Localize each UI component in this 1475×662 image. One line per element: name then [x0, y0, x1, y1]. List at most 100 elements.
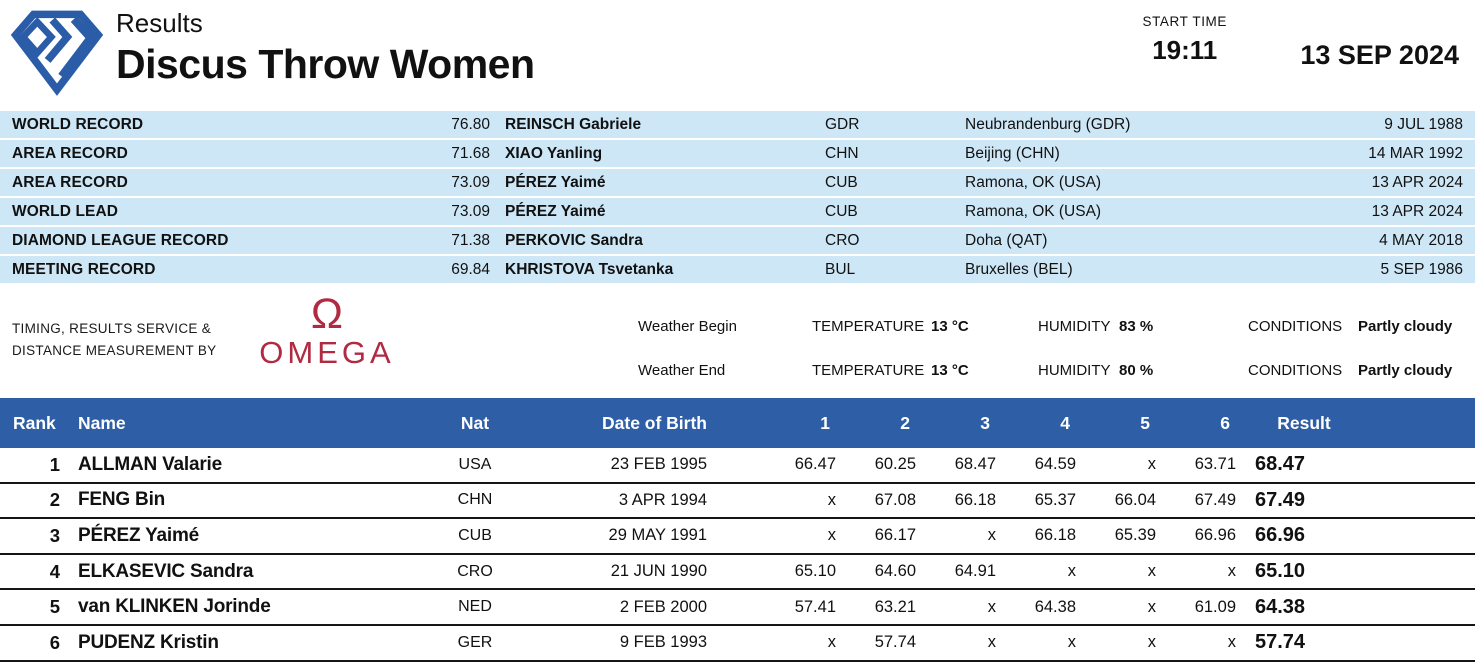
record-date: 4 MAY 2018: [1379, 231, 1463, 249]
attempt-1-cell: 65.10: [794, 562, 836, 581]
record-label: WORLD LEAD: [12, 202, 119, 220]
record-label: AREA RECORD: [12, 144, 128, 162]
record-mark: 69.84: [451, 260, 490, 278]
record-athlete: XIAO Yanling: [505, 144, 603, 162]
athlete-name-cell: van KLINKEN Jorinde: [78, 596, 271, 618]
conditions-label: CONDITIONS: [1248, 361, 1343, 379]
sponsor-caption-line2: DISTANCE MEASUREMENT BY: [12, 343, 217, 359]
result-cell: 66.96: [1255, 524, 1306, 547]
record-mark: 71.38: [451, 231, 490, 249]
rank-cell: 1: [49, 453, 60, 475]
attempt-3-cell: x: [987, 597, 996, 616]
column-header-name: Name: [78, 412, 126, 433]
table-row: 2 FENG Bin CHN 3 APR 1994 x 67.08 66.18 …: [0, 484, 1475, 520]
attempt-1-cell: 57.41: [794, 597, 836, 616]
date-of-birth-cell: 21 JUN 1990: [610, 562, 707, 581]
athlete-name-cell: PÉREZ Yaimé: [78, 524, 200, 546]
record-label: MEETING RECORD: [12, 260, 156, 278]
attempt-6-cell: 67.49: [1194, 490, 1236, 509]
record-nationality: CUB: [825, 202, 858, 220]
attempt-1-cell: x: [827, 526, 836, 545]
humidity-label: HUMIDITY: [1038, 317, 1111, 335]
start-time-block: START TIME 19:11: [1142, 14, 1227, 66]
attempt-3-cell: 66.18: [954, 490, 996, 509]
omega-wordmark: OMEGA: [259, 335, 395, 370]
record-athlete: PÉREZ Yaimé: [505, 202, 606, 220]
start-time-value: 19:11: [1152, 35, 1218, 65]
date-of-birth-cell: 9 FEB 1993: [619, 633, 707, 652]
table-row: 6 PUDENZ Kristin GER 9 FEB 1993 x 57.74 …: [0, 626, 1475, 662]
column-header-rank: Rank: [13, 412, 56, 433]
record-label: AREA RECORD: [12, 173, 128, 191]
attempt-2-cell: 57.74: [874, 633, 916, 652]
attempt-4-cell: 64.38: [1034, 597, 1076, 616]
result-cell: 64.38: [1255, 595, 1306, 618]
weather-block: Weather Begin TEMPERATURE 13 °C HUMIDITY…: [638, 304, 1463, 392]
result-cell: 68.47: [1255, 453, 1306, 476]
diamond-league-logo-icon: [10, 8, 104, 101]
attempt-4-cell: x: [1067, 633, 1076, 652]
record-venue: Doha (QAT): [965, 231, 1048, 249]
weather-row-begin: Weather Begin TEMPERATURE 13 °C HUMIDITY…: [638, 304, 1463, 348]
results-table-body: 1 ALLMAN Valarie USA 23 FEB 1995 66.47 6…: [0, 448, 1475, 662]
record-venue: Beijing (CHN): [965, 144, 1060, 162]
record-athlete: PERKOVIC Sandra: [505, 231, 643, 249]
record-nationality: CUB: [825, 173, 858, 191]
omega-logo: Ω OMEGA: [238, 290, 416, 370]
attempt-2-cell: 60.25: [874, 455, 916, 474]
record-date: 13 APR 2024: [1371, 202, 1463, 220]
column-header-attempt-6: 6: [1220, 412, 1230, 433]
attempt-5-cell: x: [1147, 597, 1156, 616]
attempt-3-cell: x: [987, 633, 996, 652]
record-date: 9 JUL 1988: [1384, 115, 1463, 133]
record-mark: 76.80: [451, 115, 490, 133]
attempt-2-cell: 66.17: [874, 526, 916, 545]
table-row: 3 PÉREZ Yaimé CUB 29 MAY 1991 x 66.17 x …: [0, 519, 1475, 555]
record-nationality: GDR: [825, 115, 860, 133]
record-row: AREA RECORD 71.68 XIAO Yanling CHN Beiji…: [0, 140, 1475, 167]
attempt-1-cell: x: [827, 633, 836, 652]
record-venue: Bruxelles (BEL): [965, 260, 1073, 278]
athlete-name-cell: ALLMAN Valarie: [78, 453, 222, 475]
record-label: WORLD RECORD: [12, 115, 144, 133]
nationality-cell: GER: [457, 633, 493, 651]
column-header-attempt-5: 5: [1140, 412, 1150, 433]
weather-end-label: Weather End: [638, 361, 726, 379]
attempt-3-cell: 64.91: [954, 562, 996, 581]
record-row: WORLD RECORD 76.80 REINSCH Gabriele GDR …: [0, 111, 1475, 138]
sponsor-weather-section: TIMING, RESULTS SERVICE & DISTANCE MEASU…: [0, 283, 1475, 398]
rank-cell: 6: [49, 631, 60, 653]
column-header-dob: Date of Birth: [602, 412, 707, 433]
record-athlete: PÉREZ Yaimé: [505, 173, 606, 191]
temperature-value: 13 °C: [931, 317, 969, 335]
attempt-5-cell: x: [1147, 562, 1156, 581]
temperature-value: 13 °C: [931, 361, 969, 379]
humidity-label: HUMIDITY: [1038, 361, 1111, 379]
event-title: Discus Throw Women: [116, 41, 535, 87]
attempt-2-cell: 64.60: [874, 562, 916, 581]
temperature-label: TEMPERATURE: [812, 361, 925, 379]
omega-symbol-icon: Ω: [310, 290, 344, 338]
event-date: 13 SEP 2024: [1300, 40, 1459, 70]
record-nationality: BUL: [825, 260, 856, 278]
record-date: 13 APR 2024: [1371, 173, 1463, 191]
attempt-3-cell: 68.47: [954, 455, 996, 474]
athlete-name-cell: ELKASEVIC Sandra: [78, 560, 254, 582]
attempt-4-cell: 65.37: [1034, 490, 1076, 509]
attempt-2-cell: 67.08: [874, 490, 916, 509]
rank-cell: 3: [49, 524, 60, 546]
result-cell: 67.49: [1255, 488, 1306, 511]
nationality-cell: NED: [458, 598, 492, 616]
record-mark: 71.68: [451, 144, 490, 162]
conditions-value: Partly cloudy: [1358, 317, 1453, 335]
column-header-result: Result: [1277, 412, 1331, 433]
sponsor-caption: TIMING, RESULTS SERVICE & DISTANCE MEASU…: [12, 318, 216, 363]
column-header-attempt-4: 4: [1060, 412, 1070, 433]
attempt-1-cell: x: [827, 490, 836, 509]
result-cell: 57.74: [1255, 631, 1306, 654]
attempt-5-cell: 65.39: [1114, 526, 1156, 545]
page-header: Results Discus Throw Women START TIME 19…: [0, 0, 1475, 108]
table-row: 4 ELKASEVIC Sandra CRO 21 JUN 1990 65.10…: [0, 555, 1475, 591]
weather-row-end: Weather End TEMPERATURE 13 °C HUMIDITY 8…: [638, 348, 1463, 392]
